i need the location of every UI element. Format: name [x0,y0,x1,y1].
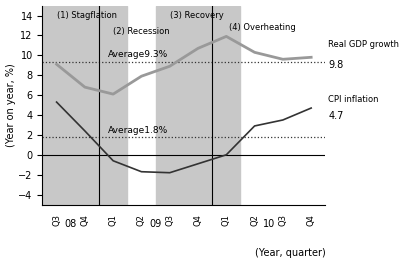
Text: Real GDP growth: Real GDP growth [328,40,399,49]
Text: 09: 09 [149,219,162,229]
Text: 10: 10 [262,219,275,229]
Text: CPI inflation: CPI inflation [328,95,379,104]
Y-axis label: (Year on year, %): (Year on year, %) [6,63,15,147]
Text: (2) Recession: (2) Recession [113,28,170,37]
Text: (1) Stagflation: (1) Stagflation [57,11,117,20]
Text: (4) Overheating: (4) Overheating [229,24,296,33]
Text: 4.7: 4.7 [328,111,343,121]
Text: Average9.3%: Average9.3% [107,50,168,59]
Text: (3) Recovery: (3) Recovery [170,11,224,20]
Text: 9.8: 9.8 [328,60,343,70]
Text: 08: 08 [64,219,77,229]
Text: Average1.8%: Average1.8% [107,126,168,135]
Bar [43,6,127,205]
Text: (Year, quarter): (Year, quarter) [255,248,325,258]
Bar [156,6,241,205]
